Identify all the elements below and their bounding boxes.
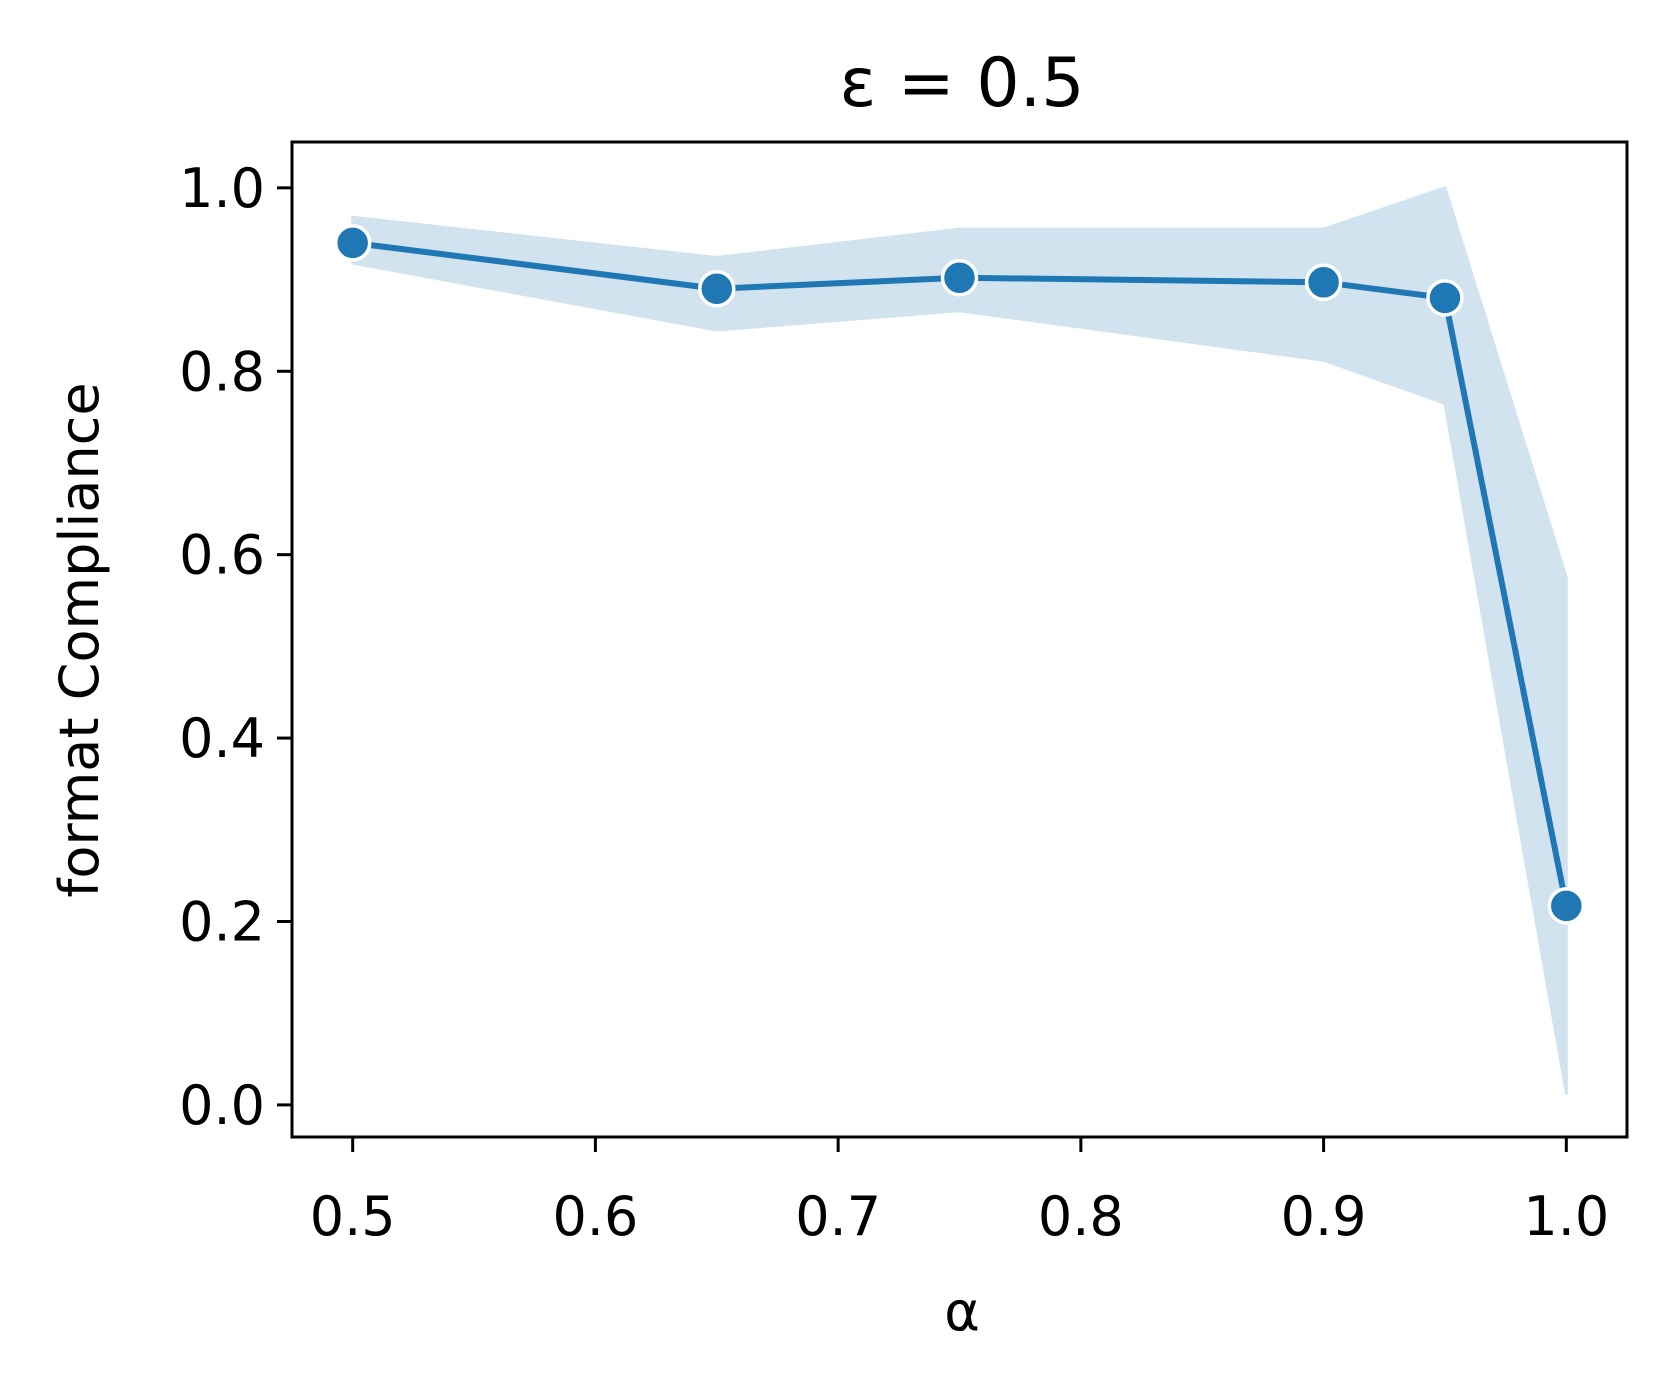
data-point [333, 224, 372, 262]
x-tick-label: 0.7 [795, 1185, 881, 1248]
x-axis-label: α [944, 1280, 980, 1343]
y-axis: 0.0 0.2 0.4 0.6 0.8 1.0 [179, 157, 292, 1137]
data-point [1547, 887, 1586, 925]
chart-title: ε = 0.5 [839, 44, 1084, 123]
confidence-band [351, 186, 1568, 1095]
x-axis: 0.5 0.6 0.7 0.8 0.9 1.0 [310, 1137, 1609, 1248]
y-tick-label: 0.4 [179, 707, 265, 770]
data-point [1304, 263, 1343, 302]
y-tick-label: 0.0 [179, 1074, 265, 1137]
data-point [698, 269, 736, 308]
y-tick-label: 0.2 [179, 890, 265, 953]
x-tick-label: 0.9 [1281, 1185, 1367, 1248]
y-axis-label: format Compliance [48, 382, 111, 897]
plot-frame [290, 140, 1629, 1139]
data-point [940, 258, 979, 297]
y-tick-label: 0.6 [179, 524, 265, 587]
x-tick-label: 0.6 [552, 1185, 638, 1248]
y-tick-label: 0.8 [179, 340, 265, 403]
x-tick-label: 0.8 [1038, 1185, 1124, 1248]
plot-area [333, 186, 1586, 1095]
series-line [349, 239, 1570, 909]
x-tick-label: 0.5 [310, 1185, 396, 1248]
y-tick-label: 1.0 [179, 157, 265, 220]
data-point [1426, 279, 1464, 317]
x-tick-label: 1.0 [1523, 1185, 1609, 1248]
